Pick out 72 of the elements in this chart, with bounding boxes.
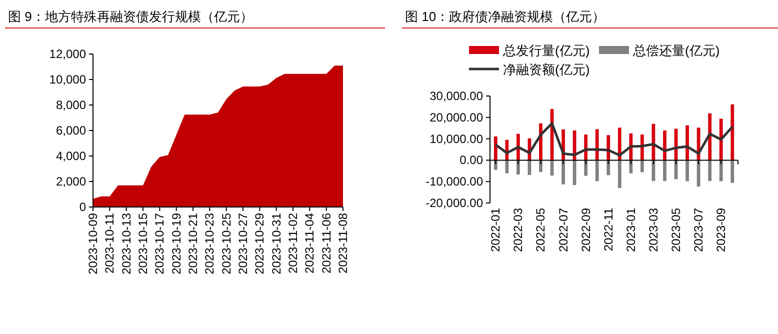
- bar: [719, 118, 723, 160]
- y-tick-label: 2,000: [56, 174, 86, 188]
- chart-title: 图 10：政府债净融资规模（亿元）: [405, 9, 606, 24]
- chart-title: 图 9：地方特殊再融资债发行规模（亿元）: [8, 9, 253, 24]
- bar: [562, 160, 565, 184]
- x-tick-label: 2022-11: [601, 208, 616, 252]
- bar: [629, 160, 633, 174]
- x-tick-label: 2023-11-06: [319, 212, 334, 274]
- x-tick-label: 2023-11-02: [286, 212, 300, 274]
- x-tick-label: 2022-03: [511, 208, 526, 252]
- y-tick-label: 4,000: [56, 149, 86, 163]
- y-tick-label: 20,000.00: [430, 110, 484, 124]
- bar: [606, 160, 610, 176]
- x-tick-label: 2023-10-17: [152, 212, 167, 274]
- legend-label: 净融资额(亿元): [503, 62, 590, 77]
- y-tick-label: 10,000: [49, 72, 86, 86]
- x-tick-label: 2023-10-31: [269, 212, 284, 274]
- x-tick-label: 2023-10-15: [136, 212, 150, 274]
- x-tick-label: 2023-10-27: [236, 212, 250, 274]
- legend-label: 总发行量(亿元): [502, 43, 590, 58]
- y-tick-label: 30,000.00: [430, 89, 484, 103]
- bar: [595, 160, 599, 182]
- x-tick-label: 2023-03: [646, 208, 660, 252]
- bar: [686, 160, 689, 182]
- bar: [708, 160, 712, 181]
- bar: [494, 160, 498, 170]
- x-tick-label: 2023-10-11: [102, 212, 117, 274]
- y-tick-label: 12,000: [49, 47, 86, 61]
- x-tick-label: 2023-05: [669, 208, 683, 252]
- bar: [686, 125, 689, 160]
- bar: [640, 134, 644, 160]
- bar: [494, 136, 498, 160]
- y-tick-label: 0.00: [460, 153, 484, 168]
- bar: [640, 160, 644, 172]
- y-tick-label: -10,000.00: [426, 174, 484, 189]
- x-tick-label: 2022-09: [578, 208, 593, 252]
- x-tick-label: 2023-10-19: [169, 212, 184, 274]
- x-tick-label: 2023-10-09: [86, 212, 100, 274]
- bar: [505, 160, 509, 174]
- y-tick-label: 0: [79, 200, 86, 214]
- y-tick-label: 10,000.00: [430, 132, 484, 146]
- bar: [584, 134, 588, 160]
- x-tick-label: 2022-07: [556, 208, 570, 252]
- bar: [618, 128, 622, 160]
- bar: [584, 160, 588, 176]
- bar: [595, 129, 599, 160]
- x-tick-label: 2023-10-23: [202, 212, 217, 274]
- bar: [618, 160, 622, 188]
- x-tick-label: 2023-10-13: [119, 212, 134, 274]
- x-tick-label: 2023-10-21: [186, 212, 200, 274]
- line-series: [494, 122, 734, 157]
- x-tick-label: 2023-10-29: [252, 212, 267, 274]
- x-tick-label: 2022-01: [488, 208, 503, 252]
- x-tick-label: 2023-10-25: [219, 212, 234, 274]
- x-tick-label: 2023-07: [692, 208, 706, 252]
- bar: [730, 104, 734, 160]
- bar: [663, 160, 666, 181]
- y-tick-label: 6,000: [56, 124, 86, 138]
- bar: [516, 160, 520, 175]
- y-tick-label: -20,000.00: [426, 196, 484, 210]
- bar: [663, 130, 666, 160]
- bar: [719, 160, 723, 182]
- x-tick-label: 2023-09: [714, 208, 728, 252]
- bar: [708, 113, 712, 160]
- bar: [539, 160, 542, 172]
- bar: [730, 160, 734, 183]
- x-tick-label: 2023-11-08: [336, 212, 350, 274]
- x-tick-label: 2023-11-04: [302, 212, 317, 274]
- x-tick-label: 2022-05: [534, 208, 548, 252]
- y-tick-label: 8,000: [56, 98, 86, 112]
- x-tick-label: 2023-01: [624, 208, 638, 252]
- legend-label: 总偿还量(亿元): [632, 43, 720, 58]
